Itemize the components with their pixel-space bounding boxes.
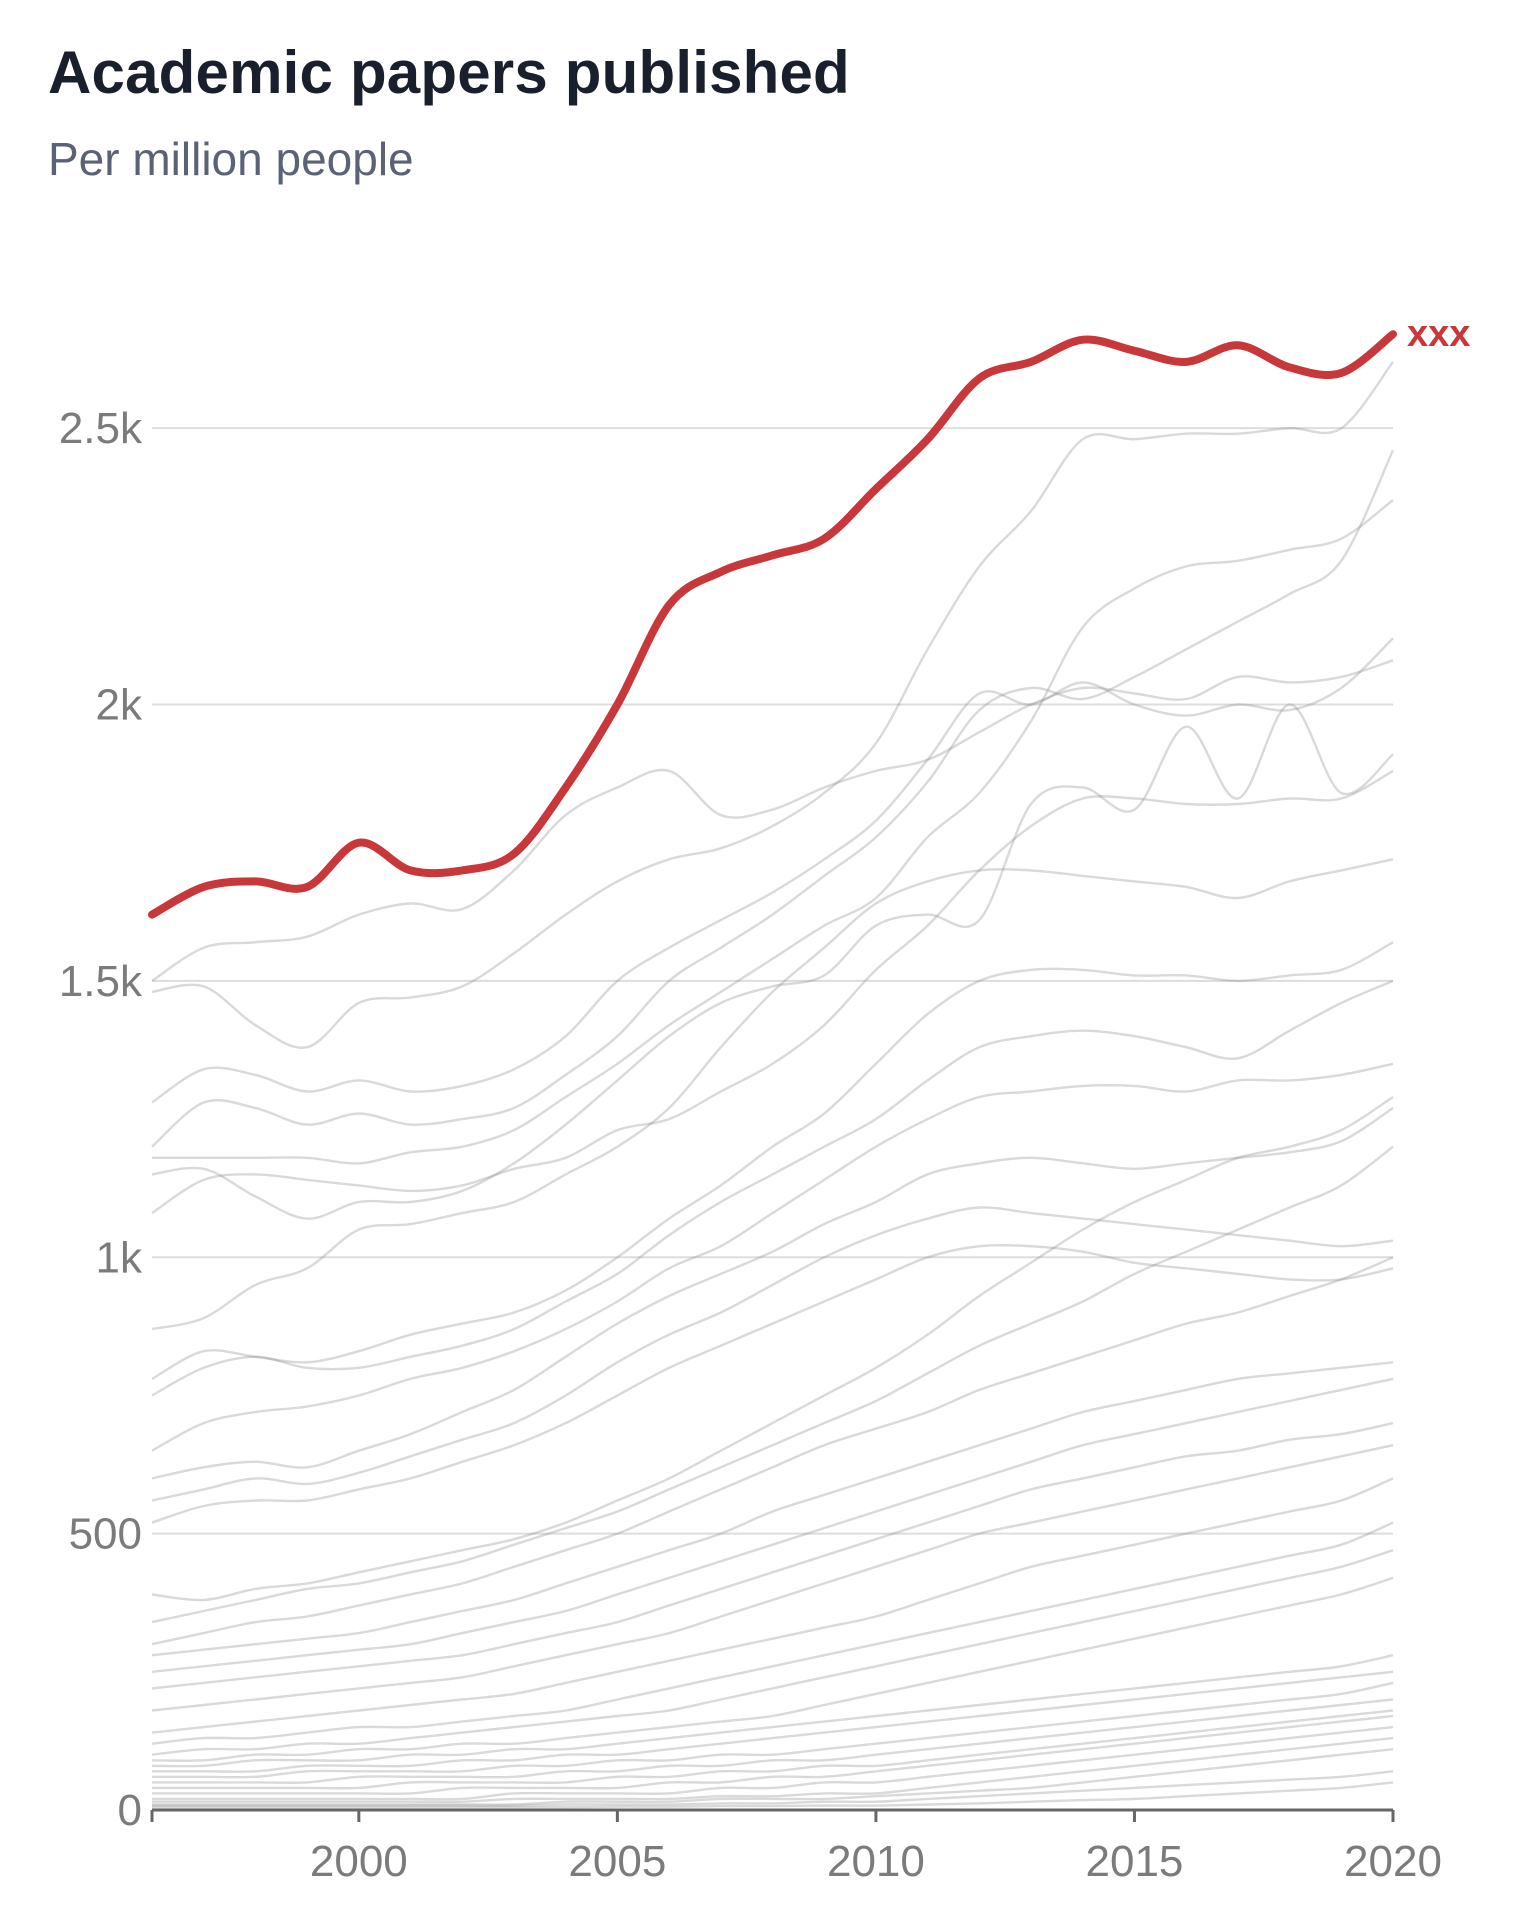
y-tick-label: 1.5k [59,957,143,1006]
chart-title: Academic papers published [48,39,850,106]
background-series-line [151,1654,1394,1768]
background-series-line [151,1145,1394,1624]
background-series-line [151,1377,1394,1673]
background-series-line [151,1576,1394,1762]
background-series-line [152,1770,1394,1807]
x-tick-label: 2005 [568,1837,666,1886]
background-series-line [152,1709,1394,1790]
y-tick-label: 0 [118,1786,142,1835]
background-series-line [151,858,1394,1331]
background-series-line [151,941,1394,1380]
highlight-series [148,330,1397,919]
background-series-line [151,1444,1394,1712]
background-series-line [151,703,1394,1220]
background-series-line [151,1477,1394,1734]
y-tick-label: 2k [96,681,143,730]
background-series-line [152,1670,1394,1773]
background-series-line [151,1781,1394,1809]
background-series-lines [151,361,1395,1809]
x-tick-label: 2000 [310,1837,408,1886]
background-series-line [152,1714,1394,1795]
y-tick-label: 1k [96,1233,143,1282]
chart-subtitle: Per million people [48,133,414,185]
background-series-line [151,1206,1394,1502]
background-series-line [152,1681,1394,1779]
background-series-line [151,1361,1394,1657]
background-series-line [151,769,1394,1215]
background-series-line [151,1421,1394,1690]
background-series-line [151,1549,1394,1756]
background-series-line [151,1095,1394,1602]
background-series-line [152,1698,1394,1784]
y-tick-label: 2.5k [59,404,143,453]
background-series-line [151,1256,1394,1646]
background-series-line [152,1736,1394,1804]
background-series-line [151,979,1394,1397]
background-series-line [151,1106,1394,1480]
background-series-line [151,1521,1394,1745]
background-series-line [151,449,1395,1148]
background-series-line [151,1243,1394,1524]
background-series-line [151,1062,1394,1452]
background-series-line [151,1725,1394,1801]
background-series-line [151,361,1394,1049]
x-tick-label: 2015 [1086,1837,1184,1886]
series-labels: xxx [1407,313,1470,355]
background-series-line [151,659,1394,982]
background-series-line [152,499,1394,1165]
highlight-series-line [148,330,1397,919]
y-tick-label: 500 [69,1510,142,1559]
y-axis-tick-labels: 0 500 1k 1.5k 2k 2.5k [59,404,143,1835]
x-tick-label: 2020 [1344,1837,1442,1886]
highlight-series-label: xxx [1407,313,1470,355]
background-series-line [151,637,1394,1104]
gridlines [152,427,1393,1535]
x-axis: 2000 2005 2010 2015 2020 [150,1808,1442,1886]
x-tick-label: 2010 [827,1837,925,1886]
background-series-line [152,1748,1394,1806]
